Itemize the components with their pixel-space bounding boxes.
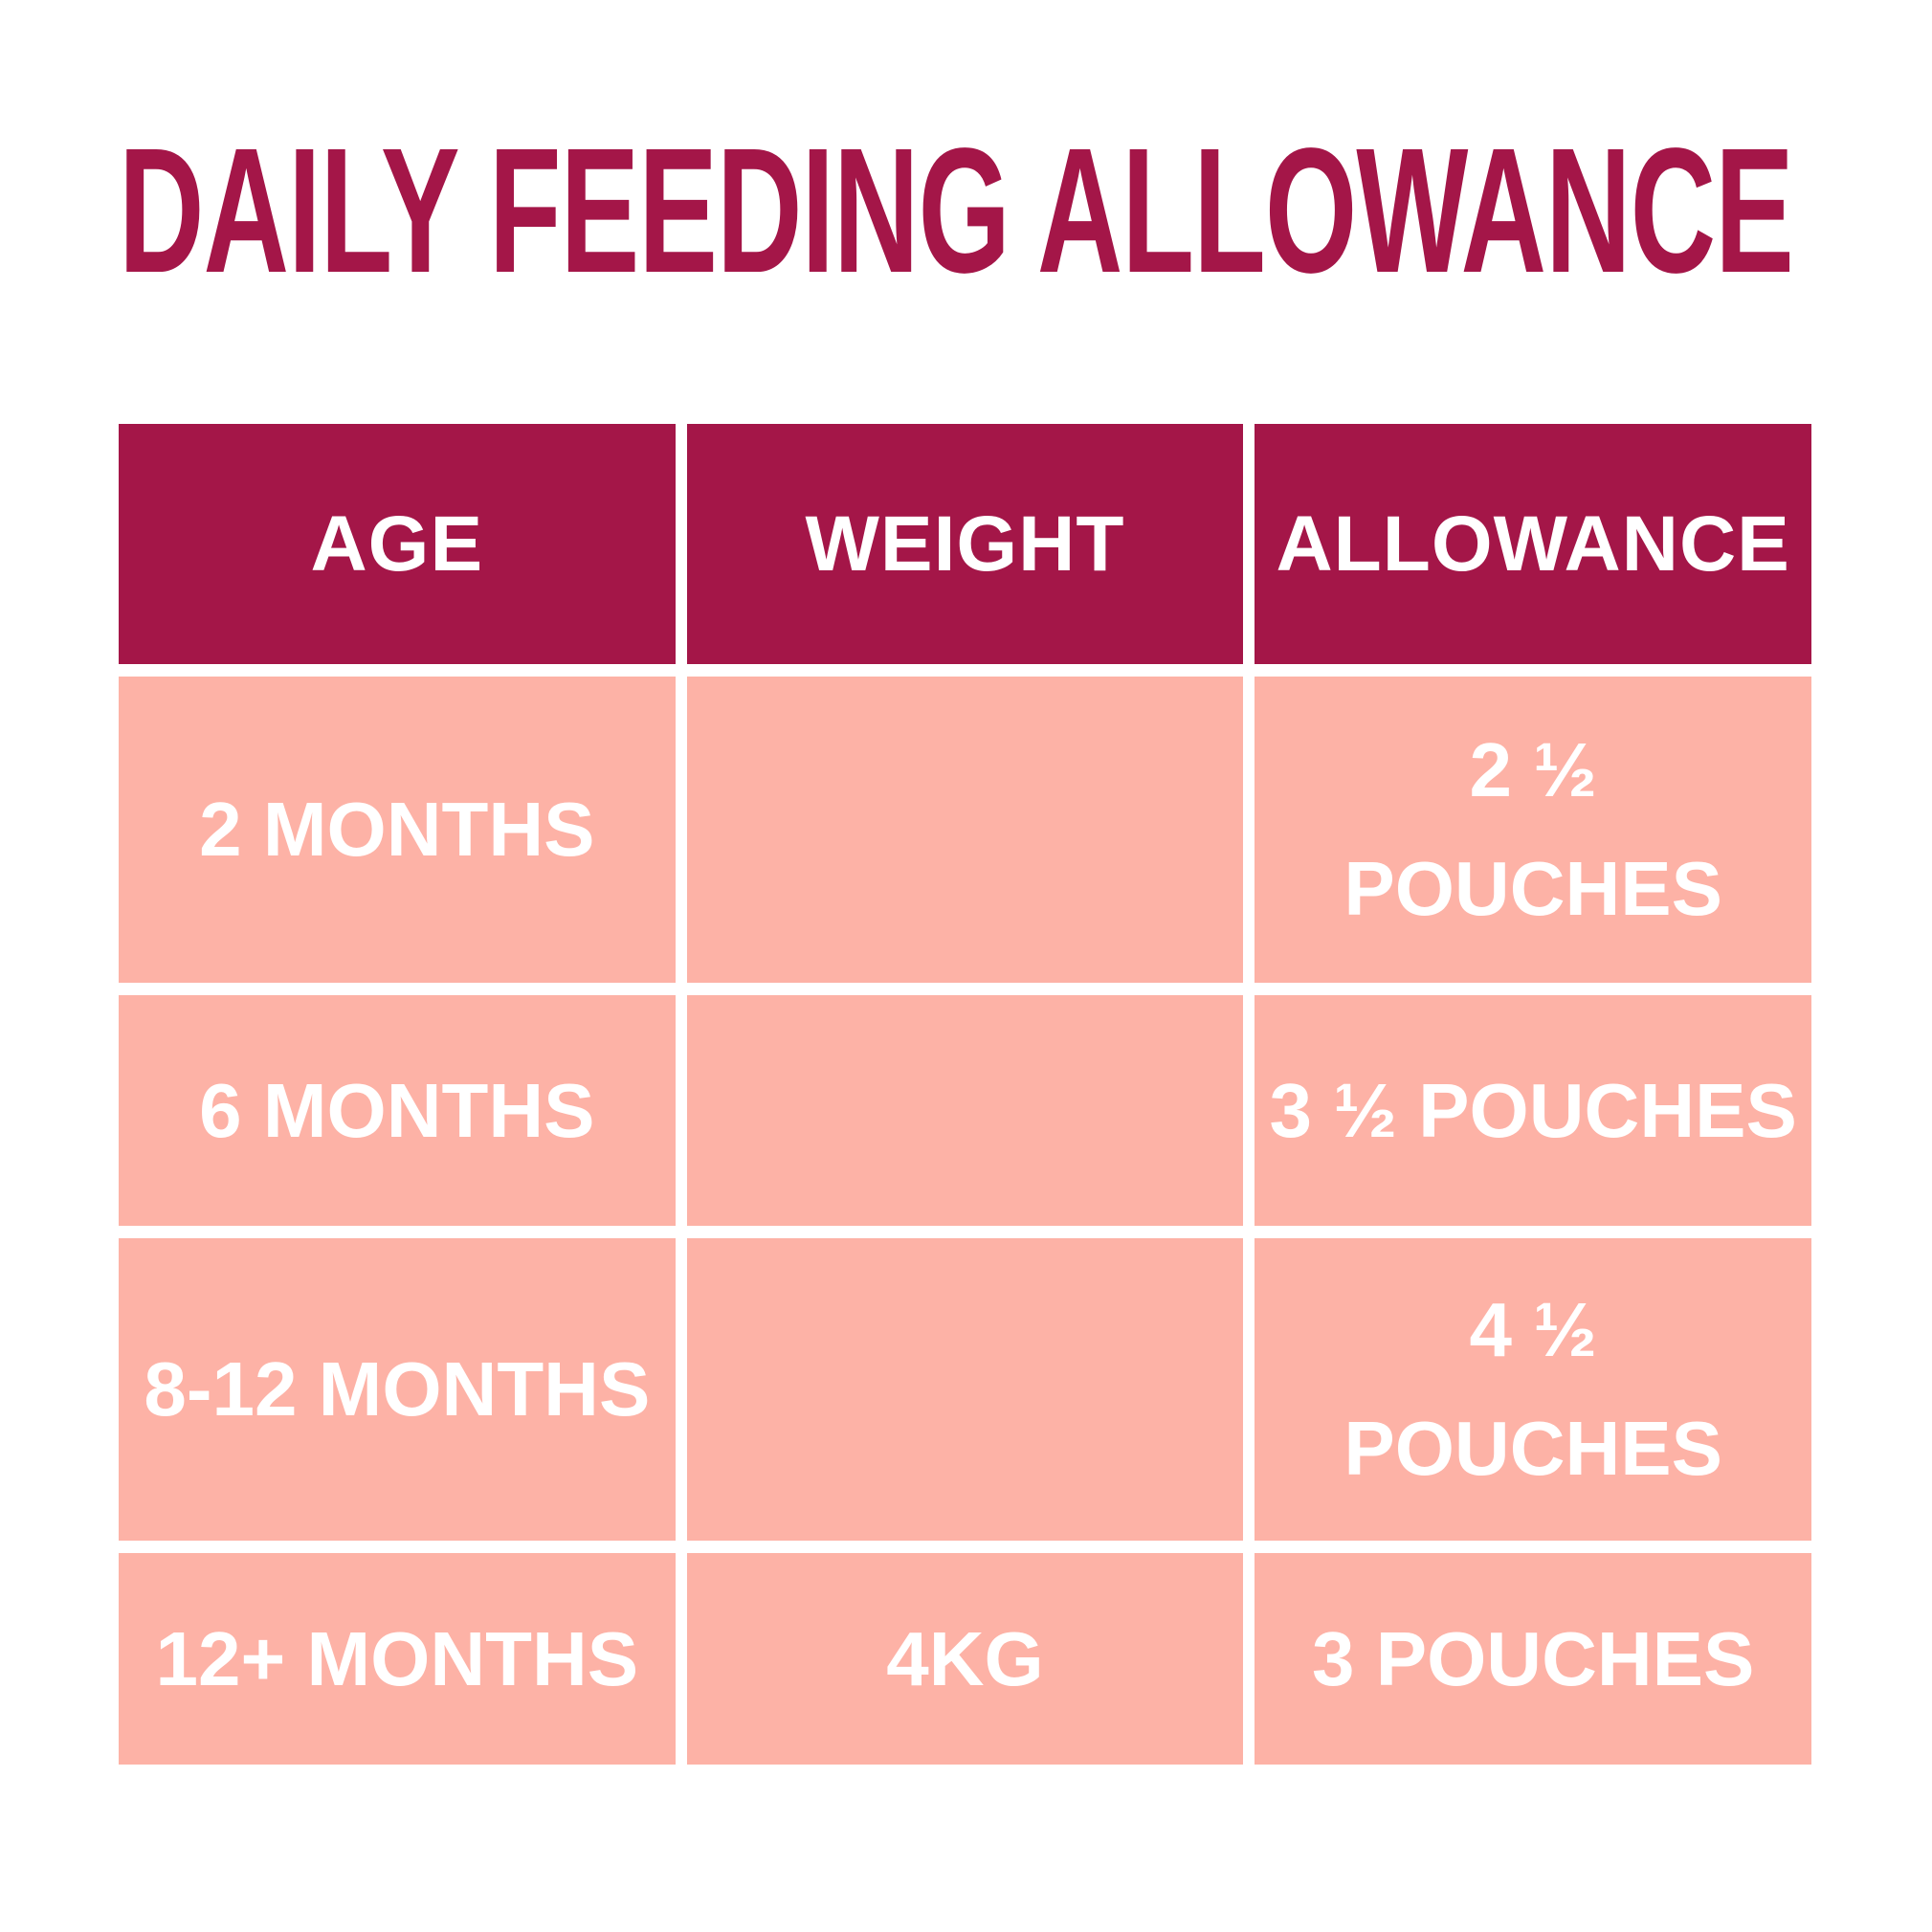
- header-cell-age: AGE: [119, 424, 676, 664]
- cell-weight-row4: 4KG: [686, 1553, 1244, 1765]
- cell-age-row4: 12+ MONTHS: [119, 1553, 676, 1765]
- cell-weight-row1: [686, 677, 1244, 983]
- header-cell-weight: WEIGHT: [686, 424, 1244, 664]
- cell-age-row3: 8-12 MONTHS: [119, 1238, 676, 1541]
- cell-age-row2: 6 MONTHS: [119, 995, 676, 1226]
- cell-weight-row3: [686, 1238, 1244, 1541]
- cell-allowance-row1: 2 ½ POUCHES: [1255, 677, 1811, 983]
- header-cell-allowance: ALLOWANCE: [1255, 424, 1811, 664]
- cell-allowance-row3: 4 ½ POUCHES: [1255, 1238, 1811, 1541]
- cell-allowance-row4: 3 POUCHES: [1255, 1553, 1811, 1765]
- cell-weight-row2: [686, 995, 1244, 1226]
- cell-allowance-row2: 3 ½ POUCHES: [1255, 995, 1811, 1226]
- feeding-allowance-table: AGE WEIGHT ALLOWANCE 2 MONTHS 2 ½ POUCHE…: [119, 424, 1811, 1765]
- cell-age-row1: 2 MONTHS: [119, 677, 676, 983]
- page-title: DAILY FEEDING ALLOWANCE: [119, 112, 1794, 311]
